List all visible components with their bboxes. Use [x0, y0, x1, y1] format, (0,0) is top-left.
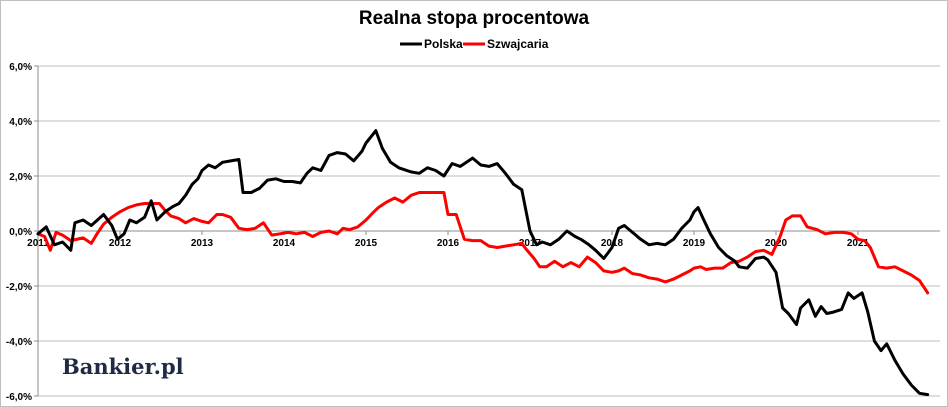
- x-axis: 2011 2012 2013 2014 2015 2016 2017 2018 2019 2020…: [27, 230, 940, 249]
- legend-label-szwajcaria: Szwajcaria: [487, 37, 549, 51]
- y-tick-label: 0,0%: [9, 227, 32, 238]
- y-tick-label: -2,0%: [6, 282, 32, 293]
- chart-title: Realna stopa procentowa: [359, 8, 590, 29]
- series-line-szwajcaria: [36, 191, 930, 295]
- x-tick-label: 2021: [847, 238, 870, 249]
- x-tick-label: 2016: [437, 238, 460, 249]
- x-tick-label: 2013: [191, 238, 214, 249]
- legend: Polska Szwajcaria: [400, 37, 549, 51]
- y-axis: 6,0% 4,0% 2,0% 0,0% -2,0% -4,0% -6,0%: [6, 62, 39, 403]
- x-tick-label: 2011: [27, 238, 49, 249]
- x-tick-label: 2014: [273, 238, 296, 249]
- series-layer: [36, 129, 930, 397]
- y-tick-label: 6,0%: [9, 62, 32, 73]
- y-tick-label: 2,0%: [9, 172, 32, 183]
- y-tick-label: -6,0%: [6, 392, 32, 403]
- bankier-logo: Bankier.pl: [62, 354, 184, 379]
- legend-label-polska: Polska: [424, 37, 463, 51]
- x-tick-label: 2019: [683, 238, 706, 249]
- x-tick-label: 2012: [109, 238, 132, 249]
- series-line-polska: [36, 129, 930, 397]
- x-tick-label: 2017: [519, 238, 542, 249]
- y-tick-label: 4,0%: [9, 117, 32, 128]
- gridlines: [38, 65, 940, 397]
- x-tick-label: 2015: [355, 238, 378, 249]
- y-tick-label: -4,0%: [6, 337, 32, 348]
